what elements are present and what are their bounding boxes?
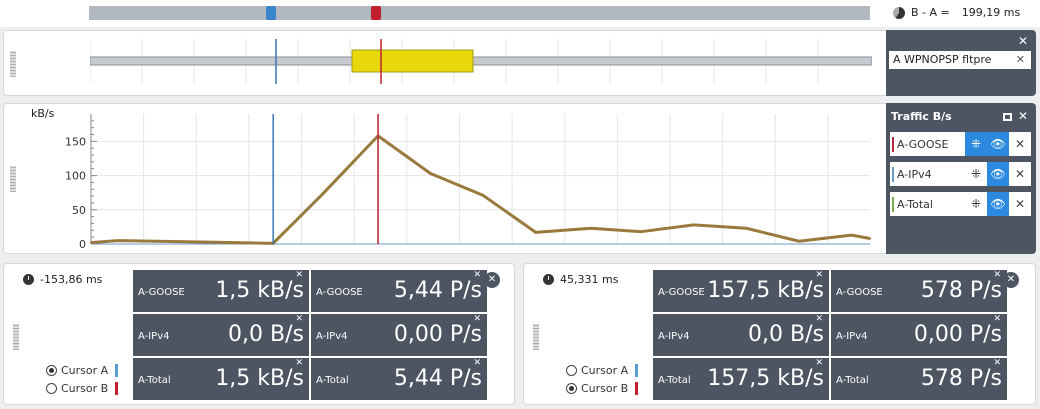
metric-tile[interactable]: ✕ A-Total 1,5 kB/s [133, 358, 309, 400]
cursor-time: 45,331 ms [543, 273, 618, 286]
metric-tile[interactable]: ✕ A-IPv4 0,0 B/s [133, 314, 309, 356]
close-icon[interactable]: ✕ [1017, 109, 1028, 123]
close-panel-icon[interactable]: ✕ [1003, 272, 1019, 288]
series-color-swatch [892, 136, 894, 152]
data-point [534, 231, 537, 234]
y-tick-label: 0 [79, 238, 86, 251]
legend-panel: Traffic B/s ✕ A-GOOSE ⁜ 👁︎ ✕ A-IPv4 ⁜ 👁︎… [886, 103, 1036, 254]
drag-handle[interactable] [10, 166, 16, 192]
metric-tile[interactable]: ✕ A-GOOSE 157,5 kB/s [653, 270, 829, 312]
remove-series-icon[interactable]: ✕ [1014, 197, 1026, 211]
y-tick-label: 150 [65, 135, 86, 148]
metric-tile[interactable]: ✕ A-Total 157,5 kB/s [653, 358, 829, 400]
cursor-b-handle[interactable] [371, 6, 381, 20]
remove-tile-icon[interactable]: ✕ [815, 270, 823, 280]
top-bar: B - A = 199,19 ms [0, 0, 1040, 27]
series-color-swatch [892, 166, 894, 182]
filter-side-panel: ✕ A WPNOPSP fltpre ✕ [886, 30, 1036, 96]
cursor-difference: B - A = 199,19 ms [893, 6, 1020, 19]
y-tick-label: 50 [72, 204, 86, 217]
timeline-scrubber[interactable] [89, 6, 870, 20]
clock-icon [543, 274, 554, 285]
legend-title: Traffic B/s [891, 110, 952, 123]
drag-handle[interactable] [13, 324, 19, 350]
metric-tile[interactable]: ✕ A-Total 5,44 P/s [311, 358, 487, 400]
remove-tile-icon[interactable]: ✕ [993, 314, 1001, 324]
filter-timeline [90, 39, 872, 84]
filter-timeline-panel: ✕ A WPNOPSP fltpre ✕ [3, 30, 1036, 96]
remove-filter-icon[interactable]: ✕ [1015, 53, 1025, 66]
data-point [692, 223, 695, 226]
cursor-a-radio[interactable]: Cursor A [46, 361, 119, 379]
filter-chip[interactable]: A WPNOPSP fltpre ✕ [889, 51, 1031, 69]
timeline-track [90, 56, 872, 66]
remove-series-icon[interactable]: ✕ [1014, 137, 1026, 151]
cursor-b-panel: 45,331 ms Cursor A Cursor B ✕ ✕ A-GOOSE … [523, 263, 1036, 405]
data-point [745, 227, 748, 230]
close-panel-icon[interactable]: ✕ [484, 272, 500, 288]
data-point [429, 172, 432, 175]
maximize-icon[interactable] [1003, 113, 1012, 121]
legend-item[interactable]: A-GOOSE ⁜ 👁︎ ✕ [890, 132, 1031, 156]
data-point [482, 194, 485, 197]
metric-tile[interactable]: ✕ A-IPv4 0,0 B/s [653, 314, 829, 356]
series-color-swatch [892, 196, 894, 212]
data-point [797, 240, 800, 243]
remove-tile-icon[interactable]: ✕ [295, 358, 303, 368]
drag-handle[interactable] [533, 324, 539, 350]
cursor-a-radio[interactable]: Cursor A [566, 361, 639, 379]
highlight-series-icon[interactable]: ⁜ [970, 197, 982, 211]
metric-tile[interactable]: ✕ A-Total 578 P/s [831, 358, 1007, 400]
remove-tile-icon[interactable]: ✕ [473, 358, 481, 368]
cursor-a-handle[interactable] [266, 6, 276, 20]
legend-item[interactable]: A-Total ⁜ 👁︎ ✕ [890, 192, 1031, 216]
drag-handle[interactable] [10, 51, 16, 77]
highlight-series-icon[interactable]: ⁜ [965, 132, 987, 156]
data-point [869, 237, 871, 240]
legend-item[interactable]: A-IPv4 ⁜ 👁︎ ✕ [890, 162, 1031, 186]
metric-tile[interactable]: ✕ A-GOOSE 1,5 kB/s [133, 270, 309, 312]
cursor-b-radio[interactable]: Cursor B [566, 379, 639, 397]
remove-tile-icon[interactable]: ✕ [815, 314, 823, 324]
data-point [590, 227, 593, 230]
data-point [321, 193, 324, 196]
data-point [116, 239, 119, 242]
pie-clock-icon [893, 6, 905, 19]
metric-tile[interactable]: ✕ A-IPv4 0,00 P/s [831, 314, 1007, 356]
remove-tile-icon[interactable]: ✕ [993, 270, 1001, 280]
remove-tile-icon[interactable]: ✕ [815, 358, 823, 368]
data-point [850, 234, 853, 237]
eye-icon[interactable]: 👁︎ [987, 132, 1009, 156]
remove-series-icon[interactable]: ✕ [1014, 167, 1026, 181]
metric-tile[interactable]: ✕ A-IPv4 0,00 P/s [311, 314, 487, 356]
y-tick-label: 100 [65, 170, 86, 183]
data-point [90, 241, 92, 244]
data-point [640, 230, 643, 233]
traffic-chart[interactable]: 0 50 100 150 [4, 104, 884, 254]
highlight-series-icon[interactable]: ⁜ [970, 167, 982, 181]
cursor-time: -153,86 ms [23, 273, 102, 286]
close-icon[interactable]: ✕ [1017, 34, 1028, 48]
remove-tile-icon[interactable]: ✕ [473, 270, 481, 280]
eye-icon[interactable]: 👁︎ [987, 192, 1009, 216]
clock-icon [23, 274, 34, 285]
remove-tile-icon[interactable]: ✕ [295, 314, 303, 324]
cursor-a-panel: -153,86 ms Cursor A Cursor B ✕ ✕ A-GOOSE… [3, 263, 515, 405]
remove-tile-icon[interactable]: ✕ [993, 358, 1001, 368]
metric-tile[interactable]: ✕ A-GOOSE 578 P/s [831, 270, 1007, 312]
y-axis-label: kB/s [31, 107, 55, 120]
series-line-a-total [90, 134, 871, 245]
data-point [200, 240, 203, 243]
remove-tile-icon[interactable]: ✕ [473, 314, 481, 324]
filter-highlight[interactable] [351, 49, 474, 73]
traffic-chart-panel: kB/s 0 50 100 150 Traffic B/s ✕ A-GOOSE ⁜ 👁… [3, 103, 1036, 254]
cursor-b-radio[interactable]: Cursor B [46, 379, 119, 397]
eye-icon[interactable]: 👁︎ [987, 162, 1009, 186]
remove-tile-icon[interactable]: ✕ [295, 270, 303, 280]
metric-tile[interactable]: ✕ A-GOOSE 5,44 P/s [311, 270, 487, 312]
